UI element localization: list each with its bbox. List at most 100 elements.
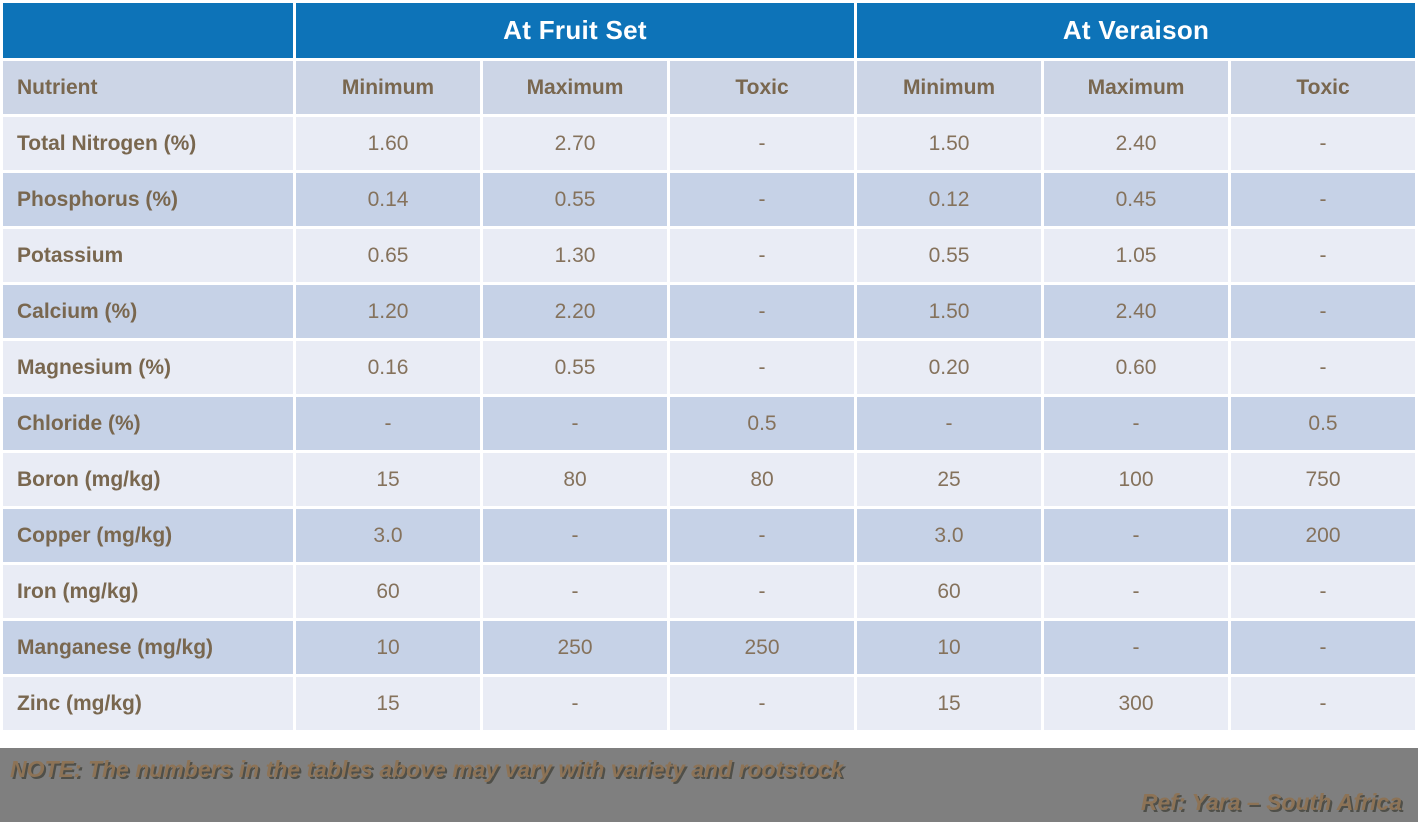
nutrient-cell: Calcium (%) — [3, 285, 293, 338]
column-header-row: Nutrient Minimum Maximum Toxic Minimum M… — [3, 61, 1416, 114]
value-cell: 750 — [1231, 453, 1416, 506]
footer-note: NOTE: The numbers in the tables above ma… — [10, 756, 844, 782]
group-header-row: At Fruit Set At Veraison — [3, 3, 1416, 58]
value-cell: 15 — [857, 677, 1042, 730]
value-cell: 1.20 — [296, 285, 480, 338]
nutrient-table: At Fruit Set At Veraison Nutrient Minimu… — [3, 3, 1416, 730]
nutrient-cell: Chloride (%) — [3, 397, 293, 450]
value-cell: 300 — [1044, 677, 1229, 730]
value-cell: - — [670, 677, 855, 730]
nutrient-cell: Boron (mg/kg) — [3, 453, 293, 506]
value-cell: - — [1044, 397, 1229, 450]
value-cell: 250 — [483, 621, 667, 674]
value-cell: 60 — [857, 565, 1042, 618]
table-row: Copper (mg/kg) 3.0- -3.0-200 — [3, 509, 1416, 562]
column-header-v-minimum: Minimum — [857, 61, 1042, 114]
column-header-fs-minimum: Minimum — [296, 61, 480, 114]
value-cell: 200 — [1231, 509, 1416, 562]
nutrient-cell: Potassium — [3, 229, 293, 282]
value-cell: 60 — [296, 565, 480, 618]
value-cell: 0.55 — [857, 229, 1042, 282]
column-header-fs-toxic: Toxic — [670, 61, 855, 114]
value-cell: 0.60 — [1044, 341, 1229, 394]
value-cell: - — [670, 173, 855, 226]
table-corner-cell — [3, 3, 293, 58]
value-cell: - — [1231, 173, 1416, 226]
table-body: Total Nitrogen (%) 1.60 2.70-1.50 2.40- Phos… — [3, 117, 1416, 730]
value-cell: 0.14 — [296, 173, 480, 226]
value-cell: - — [1044, 621, 1229, 674]
value-cell: - — [670, 565, 855, 618]
nutrient-cell: Copper (mg/kg) — [3, 509, 293, 562]
value-cell: 3.0 — [857, 509, 1042, 562]
value-cell: - — [1231, 677, 1416, 730]
column-header-nutrient: Nutrient — [3, 61, 293, 114]
value-cell: - — [483, 565, 667, 618]
value-cell: 3.0 — [296, 509, 480, 562]
value-cell: 1.50 — [857, 285, 1042, 338]
table-row: Phosphorus (%) 0.14 0.55-0.12 0.45- — [3, 173, 1416, 226]
value-cell: 1.60 — [296, 117, 480, 170]
value-cell: 0.45 — [1044, 173, 1229, 226]
value-cell: 2.40 — [1044, 117, 1229, 170]
value-cell: 25 — [857, 453, 1042, 506]
group-header-fruit-set: At Fruit Set — [296, 3, 855, 58]
value-cell: 80 — [483, 453, 667, 506]
value-cell: 0.55 — [483, 341, 667, 394]
footer-ref: Ref: Yara – South Africa — [1140, 789, 1402, 815]
value-cell: - — [483, 509, 667, 562]
nutrient-cell: Magnesium (%) — [3, 341, 293, 394]
value-cell: - — [1231, 621, 1416, 674]
value-cell: 100 — [1044, 453, 1229, 506]
nutrient-cell: Zinc (mg/kg) — [3, 677, 293, 730]
table-row: Total Nitrogen (%) 1.60 2.70-1.50 2.40- — [3, 117, 1416, 170]
value-cell: 80 — [670, 453, 855, 506]
value-cell: 0.16 — [296, 341, 480, 394]
value-cell: - — [1044, 509, 1229, 562]
table-row: Zinc (mg/kg) 15- -15 300- — [3, 677, 1416, 730]
value-cell: 10 — [296, 621, 480, 674]
column-header-fs-maximum: Maximum — [483, 61, 667, 114]
value-cell: - — [1231, 565, 1416, 618]
value-cell: - — [1044, 565, 1229, 618]
table-row: Chloride (%) - -0.5- -0.5 — [3, 397, 1416, 450]
value-cell: - — [1231, 229, 1416, 282]
value-cell: 2.40 — [1044, 285, 1229, 338]
table-row: Calcium (%) 1.20 2.20-1.50 2.40- — [3, 285, 1416, 338]
value-cell: 1.30 — [483, 229, 667, 282]
value-cell: 0.65 — [296, 229, 480, 282]
value-cell: - — [483, 677, 667, 730]
value-cell: 250 — [670, 621, 855, 674]
table-row: Iron (mg/kg) 60- -60- - — [3, 565, 1416, 618]
value-cell: 10 — [857, 621, 1042, 674]
value-cell: - — [670, 285, 855, 338]
value-cell: - — [1231, 341, 1416, 394]
table-row: Magnesium (%) 0.16 0.55-0.20 0.60- — [3, 341, 1416, 394]
value-cell: 0.5 — [1231, 397, 1416, 450]
value-cell: - — [670, 229, 855, 282]
table-row: Manganese (mg/kg) 10 250 250 10- - — [3, 621, 1416, 674]
value-cell: - — [670, 117, 855, 170]
table-row: Boron (mg/kg) 15 80 80 25 100 750 — [3, 453, 1416, 506]
value-cell: 2.70 — [483, 117, 667, 170]
value-cell: - — [483, 397, 667, 450]
value-cell: 15 — [296, 453, 480, 506]
value-cell: - — [857, 397, 1042, 450]
value-cell: 1.05 — [1044, 229, 1229, 282]
value-cell: - — [670, 341, 855, 394]
group-header-veraison: At Veraison — [857, 3, 1416, 58]
value-cell: 1.50 — [857, 117, 1042, 170]
value-cell: 0.20 — [857, 341, 1042, 394]
value-cell: - — [296, 397, 480, 450]
column-header-v-toxic: Toxic — [1231, 61, 1416, 114]
nutrient-cell: Iron (mg/kg) — [3, 565, 293, 618]
footer: NOTE: The numbers in the tables above ma… — [0, 748, 1418, 822]
value-cell: 2.20 — [483, 285, 667, 338]
value-cell: 0.55 — [483, 173, 667, 226]
nutrient-cell: Total Nitrogen (%) — [3, 117, 293, 170]
value-cell: - — [1231, 285, 1416, 338]
nutrient-cell: Phosphorus (%) — [3, 173, 293, 226]
nutrient-cell: Manganese (mg/kg) — [3, 621, 293, 674]
value-cell: - — [670, 509, 855, 562]
